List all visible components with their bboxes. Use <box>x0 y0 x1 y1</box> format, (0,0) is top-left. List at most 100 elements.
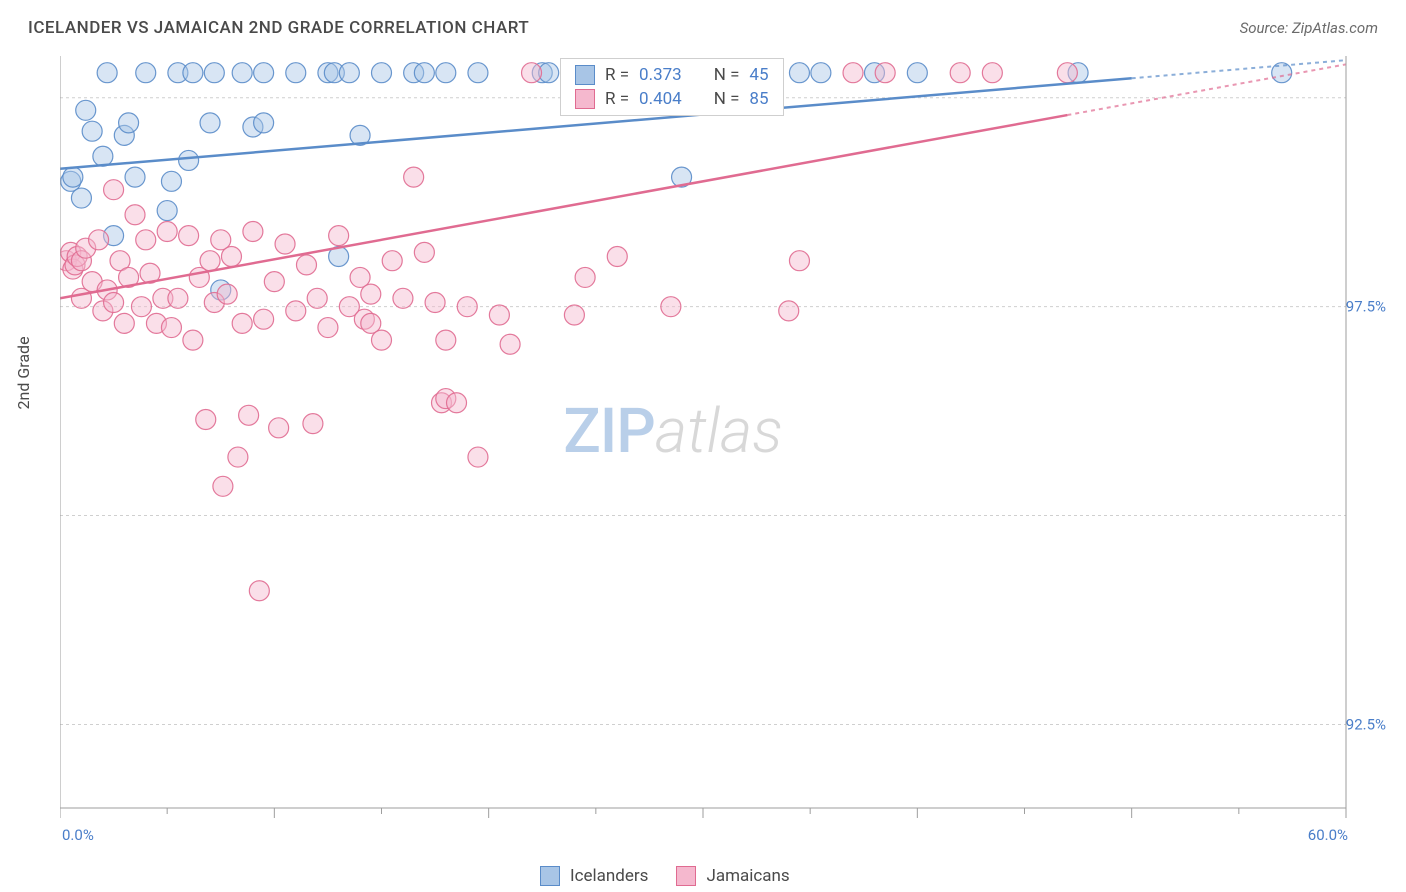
data-point <box>104 292 124 312</box>
data-point <box>114 313 134 333</box>
data-point <box>161 318 181 338</box>
legend-swatch <box>676 866 696 886</box>
data-point <box>296 255 316 275</box>
data-point <box>489 305 509 325</box>
y-axis-label: 2nd Grade <box>14 336 33 409</box>
data-point <box>361 284 381 304</box>
n-value: 45 <box>749 65 768 85</box>
data-point <box>183 330 203 350</box>
data-point <box>249 581 269 601</box>
data-point <box>76 100 96 120</box>
data-point <box>404 167 424 187</box>
data-point <box>239 405 259 425</box>
series-legend: Icelanders Jamaicans <box>540 866 790 886</box>
data-point <box>179 226 199 246</box>
data-point <box>125 167 145 187</box>
data-point <box>393 288 413 308</box>
data-point <box>468 447 488 467</box>
data-point <box>221 247 241 267</box>
data-point <box>157 221 177 241</box>
legend-label: Jamaicans <box>706 866 789 886</box>
data-point <box>217 284 237 304</box>
r-label: R = <box>605 65 629 85</box>
data-point <box>447 393 467 413</box>
data-point <box>329 226 349 246</box>
data-point <box>131 297 151 317</box>
data-point <box>607 247 627 267</box>
data-point <box>500 334 520 354</box>
legend-row: R = 0.373 N = 45 <box>575 65 769 85</box>
r-label: R = <box>605 89 629 109</box>
n-value: 85 <box>749 89 768 109</box>
data-point <box>425 292 445 312</box>
data-point <box>136 230 156 250</box>
data-point <box>811 63 831 83</box>
data-point <box>183 63 203 83</box>
r-value: 0.373 <box>639 65 682 85</box>
y-tick-label: 97.5% <box>1346 298 1386 316</box>
data-point <box>196 409 216 429</box>
data-point <box>125 205 145 225</box>
trend-line <box>60 115 1067 298</box>
data-point <box>157 201 177 221</box>
data-point <box>457 297 477 317</box>
data-point <box>97 63 117 83</box>
legend-row: R = 0.404 N = 85 <box>575 89 769 109</box>
data-point <box>232 63 252 83</box>
data-point <box>436 63 456 83</box>
data-point <box>204 63 224 83</box>
chart-source: Source: ZipAtlas.com <box>1240 19 1378 37</box>
data-point <box>907 63 927 83</box>
data-point <box>286 301 306 321</box>
data-point <box>254 63 274 83</box>
data-point <box>372 330 392 350</box>
data-point <box>275 234 295 254</box>
data-point <box>414 242 434 262</box>
chart-area: 92.5% 97.5% ZIPatlas 0.0% 60.0% <box>60 56 1386 852</box>
data-point <box>339 63 359 83</box>
data-point <box>232 313 252 333</box>
stats-legend: R = 0.373 N = 45 R = 0.404 N = 85 <box>560 58 784 116</box>
data-point <box>875 63 895 83</box>
data-point <box>436 330 456 350</box>
data-point <box>843 63 863 83</box>
data-point <box>950 63 970 83</box>
data-point <box>63 167 83 187</box>
data-point <box>468 63 488 83</box>
watermark: ZIPatlas <box>563 395 782 468</box>
data-point <box>789 63 809 83</box>
data-point <box>71 188 91 208</box>
data-point <box>575 267 595 287</box>
data-point <box>779 301 799 321</box>
y-tick-label: 92.5% <box>1346 715 1386 733</box>
legend-swatch <box>575 65 595 85</box>
data-point <box>213 476 233 496</box>
n-label: N = <box>714 89 740 109</box>
data-point <box>661 297 681 317</box>
legend-swatch <box>540 866 560 886</box>
data-point <box>382 251 402 271</box>
data-point <box>522 63 542 83</box>
data-point <box>303 414 323 434</box>
legend-item: Jamaicans <box>676 866 789 886</box>
data-point <box>307 288 327 308</box>
n-label: N = <box>714 65 740 85</box>
data-point <box>168 288 188 308</box>
data-point <box>982 63 1002 83</box>
x-tick-label: 0.0% <box>62 826 94 844</box>
data-point <box>200 113 220 133</box>
data-point <box>1272 63 1292 83</box>
data-point <box>254 309 274 329</box>
x-tick-label: 60.0% <box>1308 826 1348 844</box>
data-point <box>228 447 248 467</box>
scatter-chart: 92.5% 97.5% ZIPatlas 0.0% 60.0% <box>60 56 1386 852</box>
data-point <box>269 418 289 438</box>
data-point <box>414 63 434 83</box>
r-value: 0.404 <box>639 89 682 109</box>
data-point <box>179 150 199 170</box>
data-point <box>372 63 392 83</box>
legend-item: Icelanders <box>540 866 648 886</box>
data-point <box>264 272 284 292</box>
data-point <box>119 113 139 133</box>
legend-swatch <box>575 89 595 109</box>
